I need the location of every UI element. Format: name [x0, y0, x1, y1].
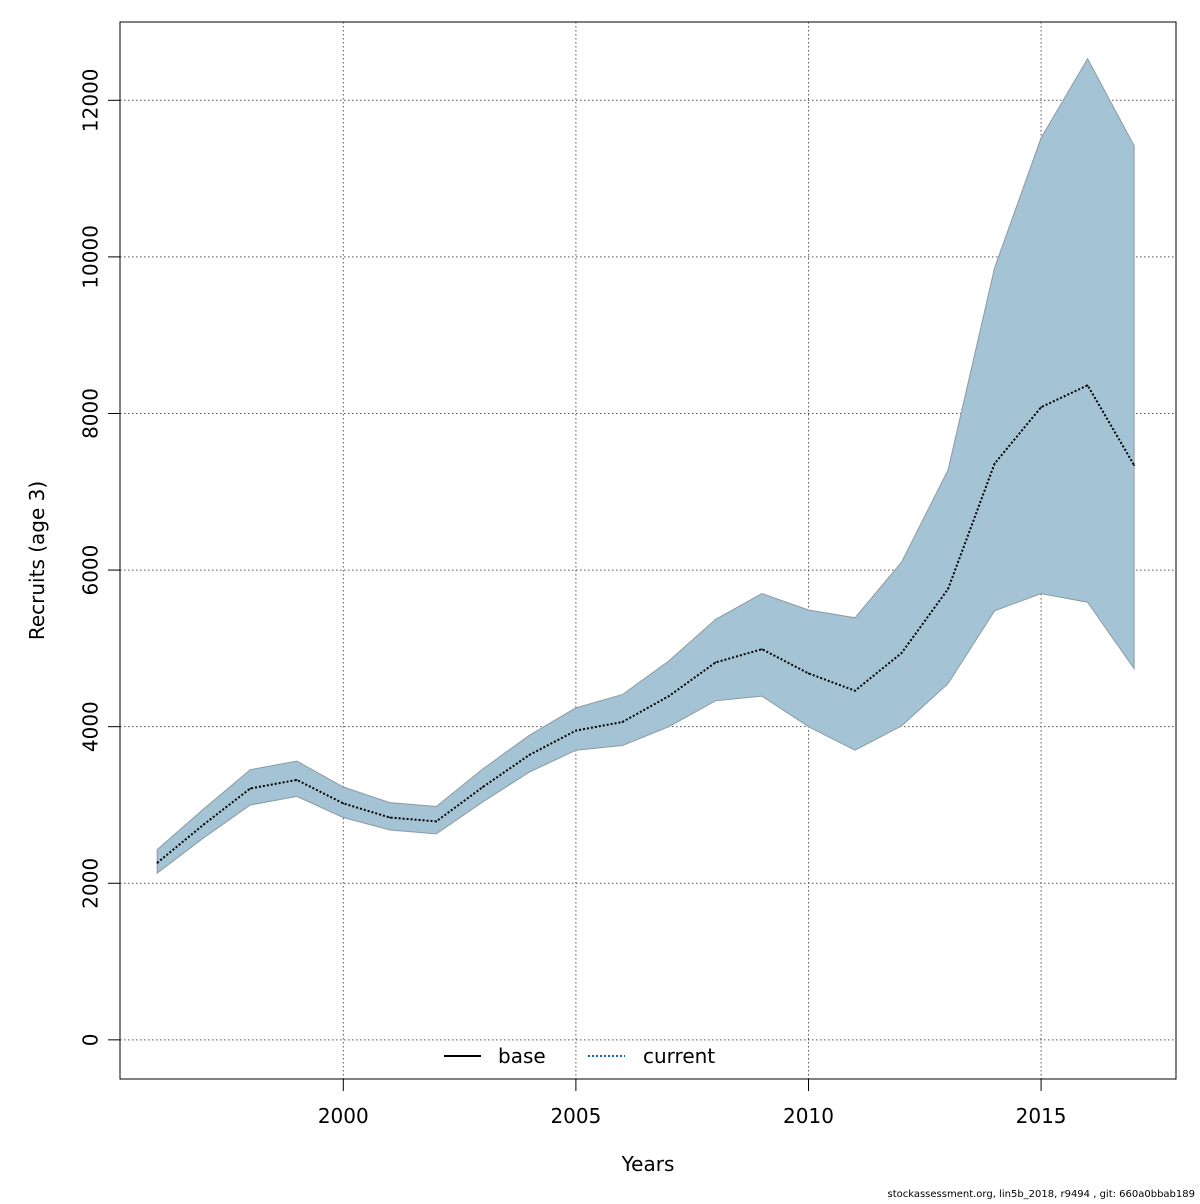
- x-tick-label-2000: 2000: [318, 1104, 369, 1128]
- y-tick-label-10000: 10000: [79, 225, 103, 289]
- data-point-current-1999: [295, 779, 298, 781]
- data-point-current-2004: [528, 754, 531, 756]
- data-point-current-2001: [389, 816, 391, 819]
- data-point-current-2011: [854, 689, 856, 692]
- data-point-current-2010: [807, 672, 810, 675]
- y-axis-title: Recruits (age 3): [25, 481, 49, 640]
- data-point-current-2006: [621, 721, 624, 723]
- data-point-current-2008: [714, 661, 717, 664]
- legend-label-current: current: [643, 1044, 715, 1068]
- data-point-current-2007: [668, 695, 670, 697]
- x-tick-label-2005: 2005: [550, 1104, 601, 1128]
- footer-text: stockassessment.org, lin5b_2018, r9494 ,…: [887, 1189, 1195, 1200]
- series-line-current: [156, 384, 1135, 864]
- x-axis-title: Years: [621, 1152, 675, 1176]
- y-tick-label-6000: 6000: [79, 545, 103, 596]
- y-tick-label-2000: 2000: [79, 858, 103, 909]
- legend-label-base: base: [498, 1044, 546, 1068]
- data-point-current-2002: [435, 820, 438, 823]
- data-point-current-2015: [1040, 406, 1042, 409]
- data-point-current-2016: [1086, 384, 1089, 387]
- x-tick-label-2015: 2015: [1016, 1104, 1067, 1128]
- x-tick-label-2010: 2010: [783, 1104, 834, 1128]
- series-line-layer: [156, 384, 1135, 864]
- confidence-band-layer: [156, 57, 1135, 875]
- data-point-current-2017: [1133, 464, 1135, 466]
- data-point-current-2009: [761, 648, 763, 650]
- data-point-current-2000: [342, 802, 345, 805]
- data-point-current-2013: [947, 588, 949, 590]
- data-point-current-2003: [482, 786, 484, 788]
- y-tick-label-0: 0: [79, 1033, 103, 1046]
- data-point-current-2014: [993, 462, 996, 465]
- data-point-current-1996: [156, 862, 159, 864]
- data-point-current-1997: [202, 823, 205, 826]
- data-point-current-1998: [249, 787, 252, 790]
- y-tick-label-8000: 8000: [79, 388, 103, 439]
- y-tick-label-12000: 12000: [79, 68, 103, 132]
- axis-layer: 0 2000 4000 6000 8000 10000 12000 2000 2005 2010 2…: [79, 68, 1067, 1128]
- plot-frame: [119, 21, 1177, 1080]
- legend: base current: [444, 1044, 715, 1068]
- data-point-current-2012: [900, 652, 903, 654]
- confidence-band: [156, 57, 1135, 875]
- data-point-current-2005: [575, 729, 577, 732]
- y-tick-label-4000: 4000: [79, 701, 103, 752]
